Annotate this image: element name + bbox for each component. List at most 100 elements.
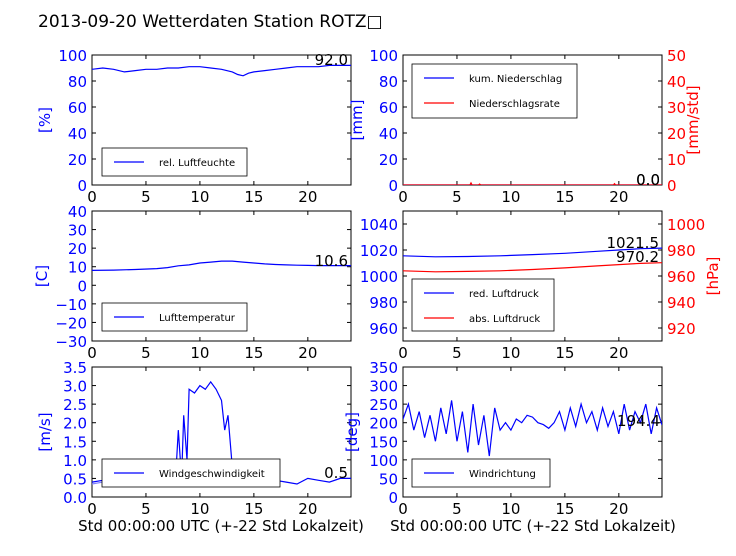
x-tick-label: 10 (190, 500, 209, 518)
series-line-1 (92, 260, 351, 271)
y-axis-label: [m/s] (36, 412, 54, 451)
y-tick-label: 40 (68, 125, 87, 143)
y-tick-label: −20 (55, 314, 87, 332)
series-line-2 (403, 181, 662, 185)
y-tick-label: 0 (77, 177, 87, 195)
y-tick-label-right: 960 (667, 268, 696, 286)
x-tick-label: 20 (298, 500, 317, 518)
y-tick-label: 10 (68, 259, 87, 277)
legend-label: Windgeschwindigkeit (159, 469, 265, 480)
y-tick-label: 200 (369, 415, 398, 433)
y-tick-label: 250 (369, 396, 398, 414)
y-tick-label: 60 (379, 99, 398, 117)
y-tick-label: 80 (68, 73, 87, 91)
x-axis-label-left: Std 00:00:00 UTC (+-22 Std Lokalzeit) (78, 517, 364, 535)
x-tick-label: 0 (398, 344, 408, 362)
value-annotation: 0.0 (636, 171, 660, 189)
x-tick-label: 20 (298, 188, 317, 206)
y-tick-label: 1020 (360, 242, 398, 260)
figure-title: 2013-09-20 Wetterdaten Station ROTZ□ (38, 12, 383, 32)
x-tick-label: 0 (398, 188, 408, 206)
x-tick-label: 15 (244, 500, 263, 518)
legend-label: abs. Luftdruck (469, 314, 540, 325)
y-axis-label-right: [hPa] (704, 257, 722, 296)
plot-frame (91, 210, 352, 342)
y-tick-label: 0 (388, 489, 398, 507)
y-tick-label-right: 50 (667, 47, 686, 65)
x-tick-label: 15 (555, 500, 574, 518)
x-tick-label: 10 (501, 500, 520, 518)
y-tick-label-right: 10 (667, 151, 686, 169)
y-tick-label: 20 (68, 240, 87, 258)
plot-frame (91, 366, 352, 498)
x-tick-label: 5 (141, 344, 151, 362)
series-line-2 (403, 262, 662, 273)
y-tick-label: 0.5 (63, 470, 87, 488)
y-tick-label: 3.0 (63, 378, 87, 396)
x-tick-label: 0 (87, 188, 97, 206)
y-tick-label: 300 (369, 378, 398, 396)
value-annotation: 10.6 (315, 252, 348, 270)
x-tick-label: 0 (87, 344, 97, 362)
x-tick-label: 5 (141, 500, 151, 518)
panel-2 (402, 54, 663, 186)
plot-frame (91, 54, 352, 186)
y-tick-label-right: 940 (667, 294, 696, 312)
value-annotation: 0.0 (636, 171, 660, 189)
x-tick-label: 5 (452, 500, 462, 518)
value-annotation: 0.5 (324, 464, 348, 482)
y-tick-label-right: 20 (667, 125, 686, 143)
y-tick-label: 50 (379, 470, 398, 488)
y-axis-label: [mm] (348, 100, 366, 141)
y-tick-label: 1.5 (63, 433, 87, 451)
x-tick-label: 15 (244, 344, 263, 362)
value-annotation: 194.4 (617, 412, 660, 430)
panel-6 (402, 366, 663, 498)
x-tick-label: 5 (141, 188, 151, 206)
y-tick-label: 40 (68, 203, 87, 221)
x-tick-label: 5 (452, 188, 462, 206)
legend-label: Lufttemperatur (159, 313, 236, 324)
y-tick-label-right: 980 (667, 242, 696, 260)
y-tick-label: 0 (77, 277, 87, 295)
y-tick-label: 350 (369, 359, 398, 377)
y-axis-label: [C] (33, 265, 51, 287)
series-line-1 (92, 64, 351, 77)
y-tick-label: 100 (369, 452, 398, 470)
y-tick-label: 2.5 (63, 396, 87, 414)
legend-label: red. Luftdruck (469, 289, 539, 300)
x-tick-label: 20 (609, 188, 628, 206)
value-annotation: 92.0 (315, 51, 348, 69)
y-axis-label: [deg] (343, 412, 361, 452)
plot-frame (402, 366, 663, 498)
x-tick-label: 15 (555, 344, 574, 362)
y-tick-label: 150 (369, 433, 398, 451)
legend-label: Niederschlagsrate (469, 99, 560, 110)
y-tick-label: −10 (55, 296, 87, 314)
legend-box (411, 278, 555, 332)
y-tick-label: 0.0 (63, 489, 87, 507)
series-line-1 (403, 400, 662, 457)
value-annotation: 970.2 (616, 248, 659, 266)
y-tick-label: 1040 (360, 216, 398, 234)
x-axis-label-right: Std 00:00:00 UTC (+-22 Std Lokalzeit) (390, 517, 676, 535)
panel-4 (402, 210, 663, 342)
y-tick-label-right: 920 (667, 320, 696, 338)
y-axis-label: [%] (36, 107, 54, 133)
legend-box (411, 63, 578, 119)
y-tick-label-right: 1000 (667, 216, 705, 234)
y-tick-label: 100 (58, 47, 87, 65)
y-tick-label: 20 (68, 151, 87, 169)
x-tick-label: 5 (452, 344, 462, 362)
series-line-1 (403, 247, 662, 258)
x-tick-label: 15 (555, 188, 574, 206)
y-tick-label: 2.0 (63, 415, 87, 433)
x-tick-label: 20 (609, 500, 628, 518)
y-tick-label: 30 (68, 222, 87, 240)
panel-3 (91, 210, 352, 342)
y-tick-label: 100 (369, 47, 398, 65)
x-tick-label: 10 (190, 344, 209, 362)
y-tick-label: 1000 (360, 268, 398, 286)
